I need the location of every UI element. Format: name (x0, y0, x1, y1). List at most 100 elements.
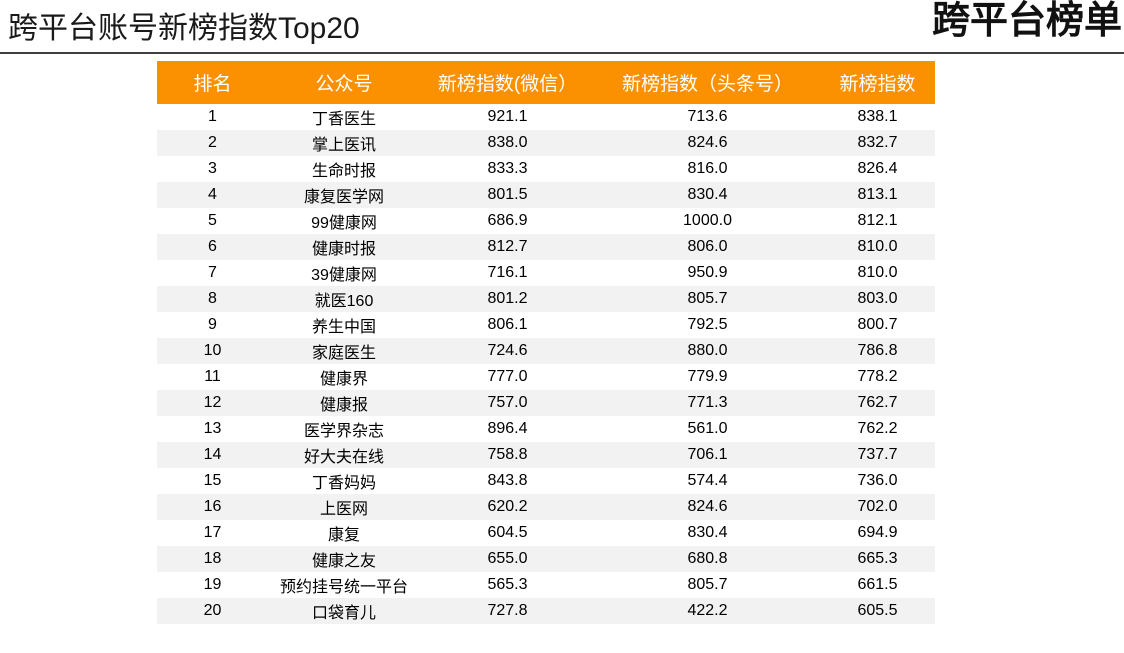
column-header-wechat-index: 新榜指数(微信） (437, 74, 578, 95)
cell-rank: 7 (208, 264, 217, 281)
cell-toutiao-index: 1000.0 (683, 212, 732, 229)
cell-toutiao-index: 805.7 (687, 576, 728, 593)
cell-rank: 13 (203, 420, 222, 437)
cell-rank: 18 (203, 550, 222, 567)
column-header-overall-index: 新榜指数 (839, 74, 916, 95)
cell-account-name: 口袋育儿 (311, 605, 376, 622)
cell-overall-index: 694.9 (857, 524, 898, 541)
table-row: 20 口袋育儿 727.8 422.2 605.5 (157, 598, 935, 624)
corner-title: 跨平台榜单 (931, 0, 1122, 42)
cell-wechat-index: 812.7 (487, 238, 528, 255)
cell-overall-index: 737.7 (857, 446, 898, 463)
cell-account-name: 99健康网 (311, 215, 377, 232)
cell-overall-index: 832.7 (857, 134, 898, 151)
cell-wechat-index: 655.0 (487, 550, 528, 567)
cell-rank: 20 (203, 602, 222, 619)
cell-account-name: 预约挂号统一平台 (279, 579, 408, 596)
cell-overall-index: 778.2 (857, 368, 898, 385)
cell-rank: 16 (203, 498, 222, 515)
cell-rank: 3 (208, 160, 217, 177)
cell-overall-index: 800.7 (857, 316, 898, 333)
table-row: 1 丁香医生 921.1 713.6 838.1 (157, 104, 935, 130)
table-row: 15 丁香妈妈 843.8 574.4 736.0 (157, 468, 935, 494)
cell-toutiao-index: 771.3 (687, 394, 728, 411)
cell-account-name: 丁香妈妈 (311, 475, 376, 492)
cell-toutiao-index: 779.9 (687, 368, 728, 385)
cell-overall-index: 762.2 (857, 420, 898, 437)
cell-rank: 19 (203, 576, 222, 593)
cell-account-name: 就医160 (314, 293, 374, 310)
table-row: 11 健康界 777.0 779.9 778.2 (157, 364, 935, 390)
cell-rank: 15 (203, 472, 222, 489)
cell-overall-index: 826.4 (857, 160, 898, 177)
cell-overall-index: 813.1 (857, 186, 898, 203)
table-row: 16 上医网 620.2 824.6 702.0 (157, 494, 935, 520)
table-row: 14 好大夫在线 758.8 706.1 737.7 (157, 442, 935, 468)
cell-account-name: 上医网 (319, 501, 368, 518)
table-row: 4 康复医学网 801.5 830.4 813.1 (157, 182, 935, 208)
cell-wechat-index: 757.0 (487, 394, 528, 411)
cell-account-name: 好大夫在线 (303, 449, 384, 466)
cell-overall-index: 605.5 (857, 602, 898, 619)
cell-wechat-index: 686.9 (487, 212, 528, 229)
cell-wechat-index: 896.4 (487, 420, 528, 437)
cell-account-name: 养生中国 (311, 319, 376, 336)
cell-toutiao-index: 680.8 (687, 550, 728, 567)
column-header-account: 公众号 (315, 74, 373, 95)
cell-rank: 6 (208, 238, 217, 255)
cell-toutiao-index: 806.0 (687, 238, 728, 255)
cell-overall-index: 762.7 (857, 394, 898, 411)
cell-overall-index: 702.0 (857, 498, 898, 515)
cell-overall-index: 786.8 (857, 342, 898, 359)
title-divider (0, 52, 1124, 54)
cell-wechat-index: 565.3 (487, 576, 528, 593)
cell-account-name: 39健康网 (311, 267, 377, 284)
table-row: 9 养生中国 806.1 792.5 800.7 (157, 312, 935, 338)
cell-account-name: 健康之友 (311, 553, 376, 570)
column-header-rank: 排名 (193, 74, 232, 95)
cell-toutiao-index: 713.6 (687, 108, 728, 125)
table-row: 6 健康时报 812.7 806.0 810.0 (157, 234, 935, 260)
cell-wechat-index: 806.1 (487, 316, 528, 333)
table-row: 17 康复 604.5 830.4 694.9 (157, 520, 935, 546)
cell-rank: 14 (203, 446, 222, 463)
table-row: 12 健康报 757.0 771.3 762.7 (157, 390, 935, 416)
cell-account-name: 健康界 (319, 371, 368, 388)
cell-account-name: 家庭医生 (311, 345, 376, 362)
column-header-toutiao-index: 新榜指数（头条号） (621, 74, 793, 95)
cell-wechat-index: 604.5 (487, 524, 528, 541)
cell-rank: 5 (208, 212, 217, 229)
cell-wechat-index: 777.0 (487, 368, 528, 385)
cell-account-name: 康复医学网 (303, 189, 384, 206)
cell-toutiao-index: 792.5 (687, 316, 728, 333)
cell-toutiao-index: 422.2 (687, 602, 728, 619)
cell-account-name: 生命时报 (311, 163, 376, 180)
cell-account-name: 健康时报 (311, 241, 376, 258)
cell-rank: 2 (208, 134, 217, 151)
cell-overall-index: 661.5 (857, 576, 898, 593)
table-row: 3 生命时报 833.3 816.0 826.4 (157, 156, 935, 182)
table-row: 5 99健康网 686.9 1000.0 812.1 (157, 208, 935, 234)
table-body: 1 丁香医生 921.1 713.6 838.1 2 掌上医讯 838.0 824.6 832.7… (157, 104, 935, 624)
cell-wechat-index: 801.5 (487, 186, 528, 203)
cell-overall-index: 838.1 (857, 108, 898, 125)
cell-toutiao-index: 805.7 (687, 290, 728, 307)
cell-wechat-index: 921.1 (487, 108, 528, 125)
cell-wechat-index: 838.0 (487, 134, 528, 151)
ranking-table: 排名 公众号 新榜指数(微信） 新榜指数（头条号） 新榜指数 1 丁香医生 921.… (157, 61, 935, 624)
cell-toutiao-index: 830.4 (687, 524, 728, 541)
cell-toutiao-index: 574.4 (687, 472, 728, 489)
cell-overall-index: 812.1 (857, 212, 898, 229)
cell-rank: 17 (203, 524, 222, 541)
cell-toutiao-index: 880.0 (687, 342, 728, 359)
cell-rank: 10 (203, 342, 222, 359)
cell-toutiao-index: 816.0 (687, 160, 728, 177)
cell-toutiao-index: 824.6 (687, 498, 728, 515)
cell-rank: 9 (208, 316, 217, 333)
cell-toutiao-index: 706.1 (687, 446, 728, 463)
cell-account-name: 掌上医讯 (311, 137, 376, 154)
cell-overall-index: 810.0 (857, 264, 898, 281)
cell-rank: 12 (203, 394, 222, 411)
cell-toutiao-index: 824.6 (687, 134, 728, 151)
